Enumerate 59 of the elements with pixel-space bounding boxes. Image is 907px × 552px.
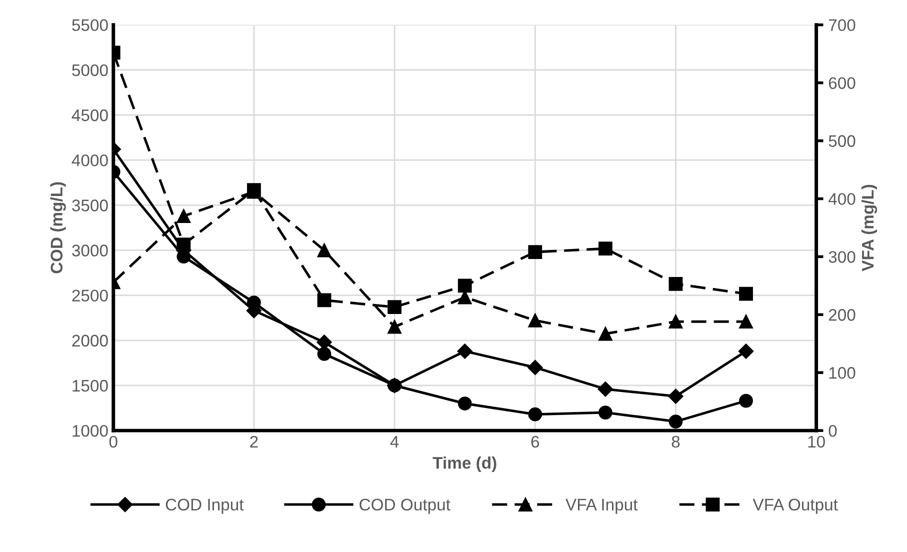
point [739,314,753,329]
point [317,346,332,361]
point [528,360,543,376]
y-tick-label: 2500 [72,290,108,302]
legend-label: VFA Input [566,498,638,514]
point [598,382,613,397]
y2-tick-label: 0 [828,424,837,437]
y-tick-label: 5500 [72,19,108,32]
y2-axis-title: VFA (mg/L) [861,184,878,272]
point [528,313,542,328]
point [738,344,754,359]
point [317,293,332,308]
point [458,396,472,410]
y-tick-label: 1500 [72,380,108,392]
x-tick-label: 10 [808,436,825,448]
point [388,300,402,314]
point [598,406,612,420]
point [739,394,753,408]
y-tick-label: 3500 [72,200,108,212]
y-tick-label: 5000 [72,64,108,76]
legend-label: VFA Output [752,498,838,514]
legend-label: COD Input [166,498,244,514]
point [388,320,402,334]
y-tick-label: 1000 [72,424,108,437]
y2-tick-label: 700 [828,19,856,32]
y-axis-title: COD (mg/L) [50,182,66,274]
point [247,296,261,310]
point [176,238,191,252]
point [317,243,332,258]
point [668,414,683,428]
x-tick-label: 4 [390,436,399,448]
y-tick-label: 2000 [72,334,108,347]
y2-tick-label: 600 [828,77,856,90]
y2-tick-label: 100 [829,367,856,379]
point [739,286,753,301]
y-tick-label: 4000 [72,154,108,166]
y2-tick-label: 300 [828,251,856,263]
y2-tick-label: 200 [828,309,856,321]
legend-label: COD Output [360,498,450,514]
point [528,407,542,422]
point [598,326,612,341]
point [668,314,683,329]
y2-tick-label: 400 [828,193,856,205]
point [458,278,472,293]
x-tick-label: 6 [531,436,540,448]
point [176,209,191,224]
x-tick-label: 2 [250,436,258,448]
point [457,344,472,359]
y-tick-label: 3000 [72,244,108,256]
point [598,242,612,256]
point [528,245,542,259]
y-tick-label: 4500 [72,109,108,122]
point [668,388,684,404]
y2-tick-label: 500 [828,135,856,147]
x-tick-label: 8 [672,436,680,448]
point [668,276,683,291]
x-tick-label: 0 [109,436,118,448]
x-axis-title: Time (d) [432,456,496,472]
point [388,378,402,392]
